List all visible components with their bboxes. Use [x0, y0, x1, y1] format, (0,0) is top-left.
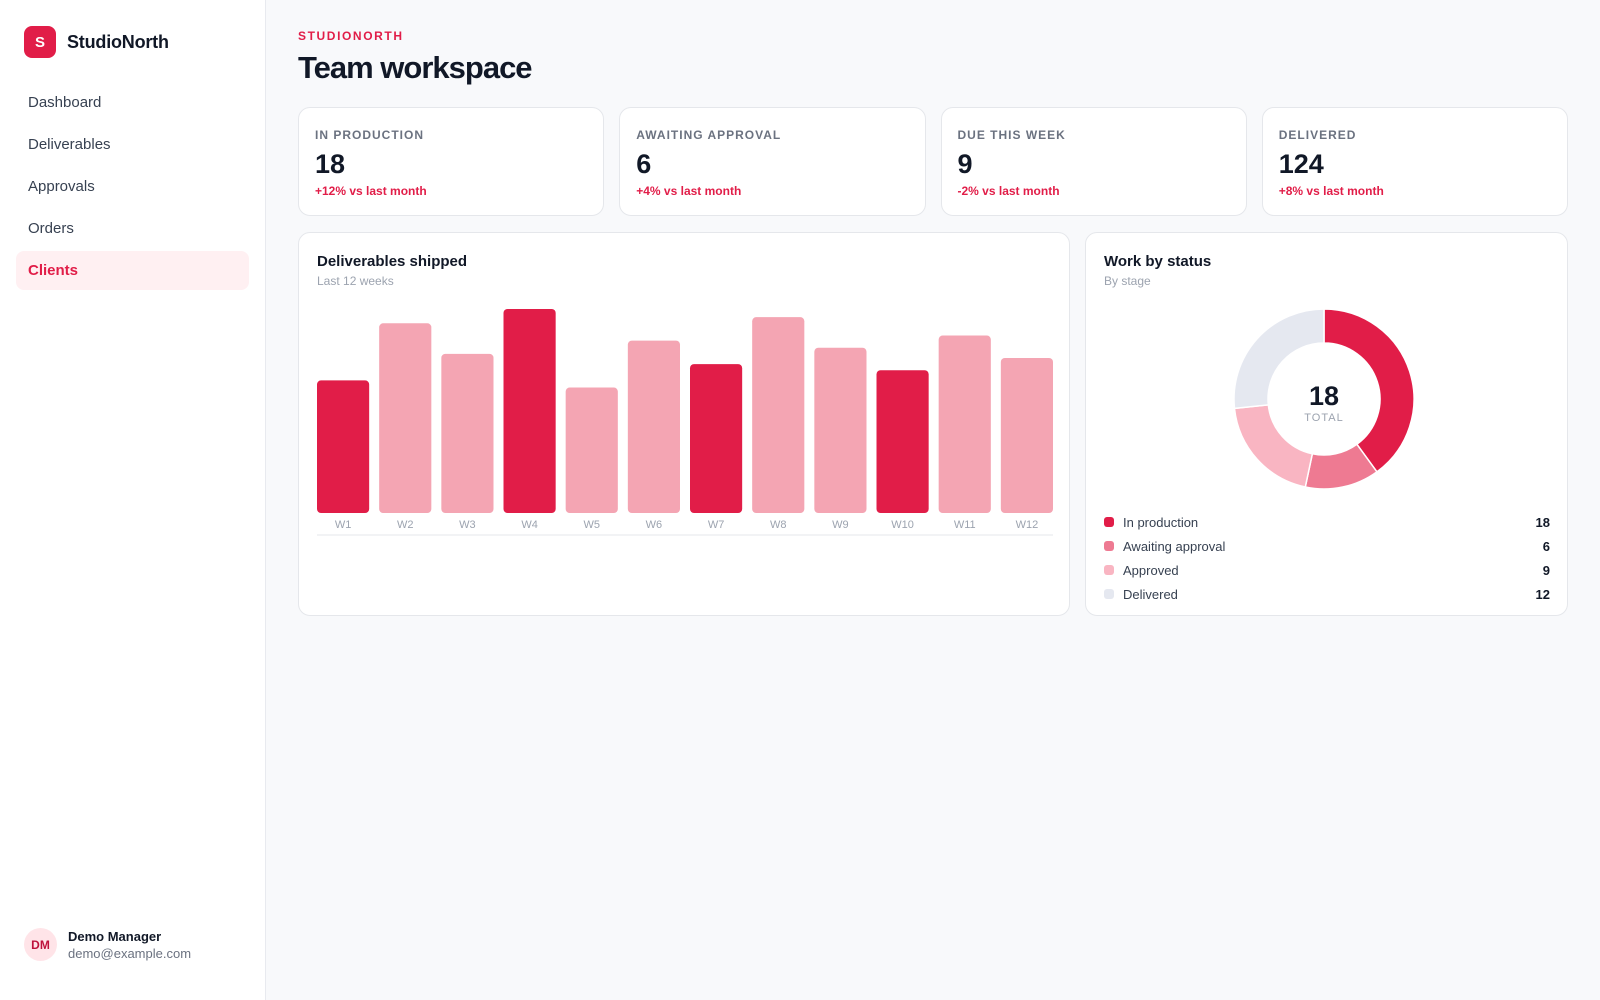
legend-swatch	[1104, 517, 1114, 527]
legend-item: Approved 9	[1104, 558, 1550, 582]
x-tick-label: W11	[954, 519, 976, 531]
page-eyebrow: STUDIONORTH	[298, 29, 404, 43]
sidebar-item-approvals[interactable]: Approvals	[28, 178, 95, 195]
x-tick-label: W8	[770, 519, 787, 531]
stat-delta: +8% vs last month	[1278, 184, 1384, 198]
user-name: Demo Manager	[68, 928, 162, 944]
legend-value: 18	[1535, 514, 1550, 530]
x-tick-label: W2	[397, 519, 414, 531]
donut-center: 18 TOTAL	[1274, 381, 1374, 424]
chart-subtitle: Last 12 weeks	[317, 274, 394, 288]
stat-value: 18	[315, 149, 346, 179]
x-tick-label: W10	[891, 519, 914, 531]
chart-subtitle: By stage	[1104, 274, 1151, 288]
stat-delta: -2% vs last month	[957, 184, 1060, 198]
legend-label: Delivered	[1123, 586, 1178, 602]
donut-slice-in-production[interactable]	[1323, 309, 1414, 473]
x-tick-label: W12	[1016, 519, 1039, 531]
status-chart-card: Work by status By stage 18 TOTAL In prod…	[1085, 232, 1568, 616]
legend-value: 12	[1535, 586, 1550, 602]
avatar: DM	[24, 928, 57, 961]
deliverables-chart-card: Deliverables shipped Last 12 weeks W1 W2 W…	[298, 232, 1070, 616]
stat-card-awaiting-approval: AWAITING APPROVAL 6 +4% vs last month	[619, 107, 926, 216]
brand[interactable]: S StudioNorth	[24, 26, 169, 58]
stat-label: DELIVERED	[1278, 128, 1357, 142]
legend-item: In production 18	[1104, 510, 1550, 534]
bar-w11[interactable]	[938, 335, 991, 513]
stat-delta: +4% vs last month	[636, 184, 742, 198]
legend-label: Awaiting approval	[1123, 538, 1226, 554]
bar-w5[interactable]	[565, 387, 618, 513]
stat-card-in-production: IN PRODUCTION 18 +12% vs last month	[298, 107, 605, 216]
stat-value: 124	[1278, 149, 1324, 179]
bar-w12[interactable]	[1000, 357, 1053, 513]
donut-chart	[1234, 309, 1414, 489]
legend-item: Awaiting approval 6	[1104, 534, 1550, 558]
x-tick-label: W5	[584, 519, 601, 531]
donut-total-value: 18	[1308, 381, 1340, 411]
bar-chart: W1 W2 W3 W4 W5 W6 W7 W8 W9 W10 W11 W12	[317, 309, 1053, 536]
bar-w9[interactable]	[814, 347, 867, 513]
sidebar-item-deliverables[interactable]: Deliverables	[28, 136, 111, 153]
brand-name: StudioNorth	[67, 31, 169, 52]
stat-label: AWAITING APPROVAL	[636, 128, 782, 142]
bar-w7[interactable]	[690, 364, 743, 513]
legend-swatch	[1104, 565, 1114, 575]
chart-title: Work by status	[1104, 253, 1212, 270]
brand-logo-icon: S	[24, 26, 56, 58]
legend-label: Approved	[1123, 562, 1179, 578]
legend-item: Delivered 12	[1104, 582, 1550, 606]
stat-label: DUE THIS WEEK	[957, 128, 1066, 142]
legend-label: In production	[1123, 514, 1199, 530]
bar-w8[interactable]	[752, 317, 805, 513]
donut-legend: In production 18 Awaiting approval 6 App…	[1104, 510, 1550, 606]
bar-w10[interactable]	[876, 370, 929, 513]
legend-value: 6	[1542, 538, 1550, 554]
stat-card-due-this-week: DUE THIS WEEK 9 -2% vs last month	[940, 107, 1247, 216]
stat-value: 6	[636, 149, 652, 179]
bar-w1[interactable]	[317, 380, 370, 513]
user-profile[interactable]: DM Demo Manager demo@example.com	[24, 928, 191, 961]
sidebar: S StudioNorth Dashboard Deliverables App…	[0, 0, 266, 1000]
x-tick-label: W9	[832, 519, 849, 531]
stat-cards: IN PRODUCTION 18 +12% vs last month AWAI…	[298, 107, 1568, 216]
legend-value: 9	[1542, 562, 1550, 578]
donut-slice-delivered[interactable]	[1234, 309, 1325, 410]
stat-value: 9	[957, 149, 973, 179]
sidebar-item-dashboard[interactable]: Dashboard	[28, 94, 102, 111]
stat-delta: +12% vs last month	[315, 184, 427, 198]
page-title: Team workspace	[298, 50, 533, 85]
bar-w2[interactable]	[379, 323, 432, 513]
x-tick-label: W6	[646, 519, 663, 531]
x-tick-label: W4	[521, 519, 538, 531]
user-email: demo@example.com	[68, 945, 192, 961]
bar-w4[interactable]	[503, 309, 556, 513]
donut-total-label: TOTAL	[1304, 412, 1344, 424]
legend-swatch	[1104, 541, 1114, 551]
bar-w6[interactable]	[627, 340, 680, 513]
sidebar-nav: Dashboard Deliverables Approvals Orders …	[16, 83, 249, 293]
bar-w3[interactable]	[441, 353, 494, 513]
stat-card-delivered: DELIVERED 124 +8% vs last month	[1261, 107, 1568, 216]
x-tick-label: W1	[335, 519, 352, 531]
sidebar-item-clients[interactable]: Clients	[16, 251, 249, 290]
x-tick-label: W3	[459, 519, 476, 531]
stat-label: IN PRODUCTION	[315, 128, 424, 142]
x-tick-label: W7	[708, 519, 725, 531]
legend-swatch	[1104, 589, 1114, 599]
chart-title: Deliverables shipped	[317, 253, 468, 270]
sidebar-item-orders[interactable]: Orders	[28, 220, 74, 237]
